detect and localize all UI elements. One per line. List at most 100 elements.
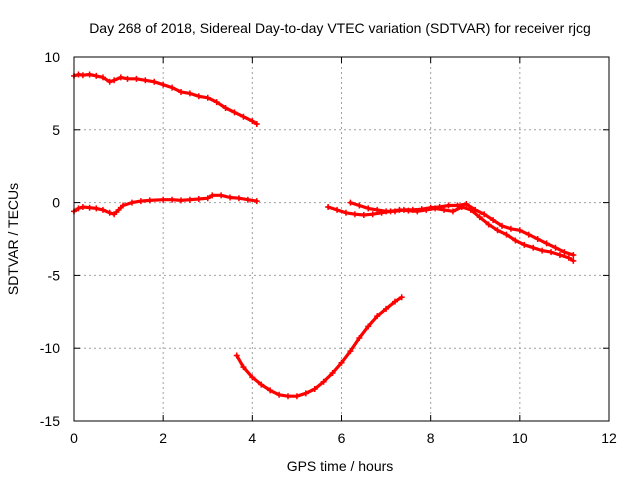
data-point bbox=[160, 81, 167, 88]
chart-title: Day 268 of 2018, Sidereal Day-to-day VTE… bbox=[89, 20, 591, 36]
data-point bbox=[227, 194, 234, 201]
data-point bbox=[472, 206, 479, 213]
data-point bbox=[120, 202, 127, 209]
series-line bbox=[348, 201, 575, 257]
data-point bbox=[169, 196, 176, 203]
data-point bbox=[521, 241, 528, 248]
data-point bbox=[365, 323, 372, 330]
data-point bbox=[75, 205, 82, 212]
data-point bbox=[530, 244, 537, 251]
data-point bbox=[383, 305, 390, 312]
grid bbox=[74, 57, 609, 421]
data-point bbox=[369, 211, 376, 218]
data-point bbox=[93, 205, 100, 212]
y-tick-label: 0 bbox=[52, 195, 60, 211]
data-point bbox=[209, 192, 216, 199]
data-point bbox=[392, 208, 398, 215]
data-point bbox=[293, 393, 300, 400]
data-point bbox=[561, 249, 568, 256]
series-arc-5 bbox=[347, 199, 577, 259]
data-point bbox=[463, 201, 470, 208]
data-point bbox=[374, 206, 381, 213]
data-point bbox=[106, 78, 113, 85]
data-point bbox=[222, 104, 229, 111]
data-point bbox=[218, 192, 225, 199]
data-point bbox=[253, 198, 260, 205]
data-point bbox=[302, 390, 309, 397]
data-point bbox=[117, 74, 124, 81]
data-point bbox=[213, 99, 220, 106]
data-point bbox=[347, 348, 354, 355]
data-point bbox=[111, 211, 118, 218]
data-point bbox=[204, 94, 211, 101]
data-point bbox=[276, 391, 283, 398]
series-group bbox=[71, 71, 577, 400]
data-point bbox=[507, 225, 514, 232]
data-point bbox=[186, 90, 193, 97]
data-point bbox=[565, 254, 572, 261]
y-tick-labels: -15 -10 -5 0 5 10 bbox=[40, 49, 60, 429]
data-point bbox=[240, 364, 247, 371]
data-point bbox=[204, 195, 211, 202]
y-axis-label: SDTVAR / TECUs bbox=[5, 183, 21, 295]
data-point bbox=[441, 206, 448, 213]
data-point bbox=[436, 203, 443, 210]
data-point bbox=[499, 222, 505, 229]
data-point bbox=[233, 352, 240, 359]
data-point bbox=[137, 198, 144, 205]
data-point bbox=[476, 214, 483, 221]
data-point bbox=[543, 240, 550, 247]
x-tick-label: 2 bbox=[159, 430, 167, 446]
data-point bbox=[178, 88, 184, 95]
data-point bbox=[160, 196, 167, 203]
data-point bbox=[86, 71, 93, 78]
data-point bbox=[400, 206, 407, 213]
y-tick-label: -10 bbox=[40, 340, 60, 356]
y-tick-label: 10 bbox=[44, 49, 60, 65]
series-arc-4 bbox=[325, 203, 577, 264]
data-point bbox=[240, 113, 247, 120]
data-point bbox=[258, 381, 265, 388]
data-point bbox=[481, 211, 488, 218]
x-axis-label: GPS time / hours bbox=[287, 458, 394, 474]
data-point bbox=[178, 197, 184, 204]
data-point bbox=[548, 249, 555, 256]
data-point bbox=[334, 206, 341, 213]
data-point bbox=[285, 393, 291, 400]
data-point bbox=[146, 197, 153, 204]
data-point bbox=[398, 294, 405, 301]
data-point bbox=[356, 202, 363, 209]
data-point bbox=[169, 84, 176, 91]
data-point bbox=[244, 196, 251, 203]
data-point bbox=[360, 211, 367, 218]
axis-ticks bbox=[73, 56, 610, 422]
data-point bbox=[128, 199, 135, 206]
data-point bbox=[338, 359, 345, 366]
data-point bbox=[454, 202, 461, 209]
data-point bbox=[151, 78, 158, 85]
data-point bbox=[124, 75, 131, 82]
x-tick-label: 8 bbox=[427, 430, 435, 446]
data-point bbox=[253, 120, 260, 127]
data-point bbox=[445, 202, 452, 209]
data-point bbox=[494, 227, 501, 234]
data-point bbox=[79, 203, 86, 210]
y-tick-label: 5 bbox=[52, 122, 60, 138]
data-point bbox=[525, 231, 532, 238]
data-point bbox=[195, 93, 202, 100]
data-point bbox=[329, 369, 336, 376]
data-point bbox=[570, 252, 577, 259]
x-tick-label: 4 bbox=[248, 430, 256, 446]
series-line bbox=[72, 72, 259, 126]
y-tick-label: -5 bbox=[48, 267, 61, 283]
data-point bbox=[142, 77, 149, 84]
data-point bbox=[99, 74, 106, 81]
data-point bbox=[79, 72, 86, 79]
data-point bbox=[427, 204, 434, 211]
data-point bbox=[392, 298, 398, 305]
x-tick-label: 0 bbox=[70, 430, 78, 446]
data-point bbox=[374, 313, 381, 320]
data-point bbox=[556, 252, 563, 259]
x-tick-label: 12 bbox=[601, 430, 617, 446]
